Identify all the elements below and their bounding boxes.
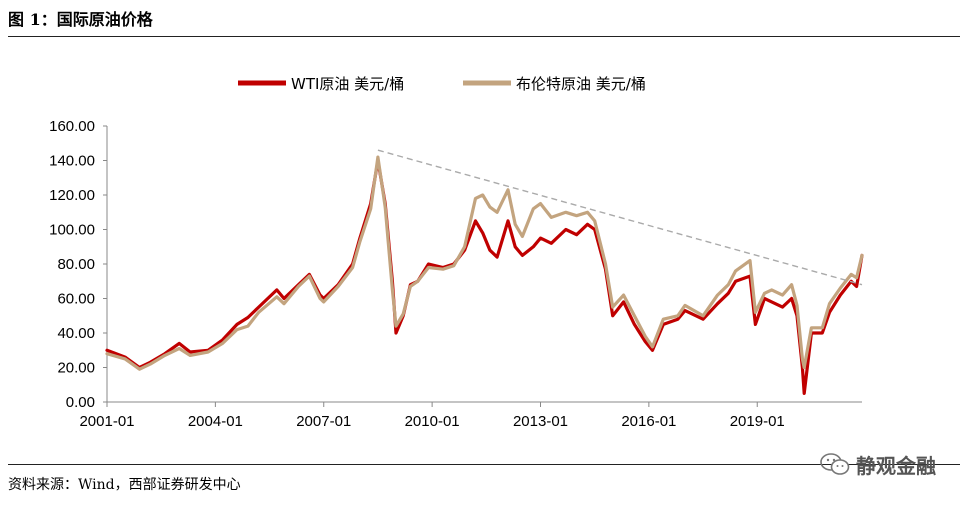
top-divider (8, 36, 960, 37)
x-tick-label: 2013-01 (513, 413, 568, 430)
x-tick-label: 2004-01 (188, 413, 243, 430)
x-tick-label: 2010-01 (405, 413, 460, 430)
x-tick-label: 2019-01 (730, 413, 785, 430)
series-line-brent (105, 155, 864, 371)
y-tick-label: 120.00 (49, 187, 95, 204)
y-tick-label: 160.00 (49, 118, 95, 135)
y-tick-label: 100.00 (49, 222, 95, 239)
x-tick-label: 2001-01 (79, 413, 134, 430)
x-tick-label: 2016-01 (621, 413, 676, 430)
y-tick-label: 20.00 (57, 360, 95, 377)
y-tick-label: 80.00 (57, 256, 95, 273)
legend-label: 布伦特原油 美元/桶 (516, 75, 646, 93)
watermark-text: 静观金融 (856, 454, 936, 478)
trend-line (377, 149, 863, 286)
y-tick-label: 60.00 (57, 291, 95, 308)
x-tick-label: 2007-01 (296, 413, 351, 430)
y-tick-label: 140.00 (49, 153, 95, 170)
legend-label: WTI原油 美元/桶 (291, 75, 404, 93)
series-line-wti (105, 158, 864, 395)
y-tick-label: 0.00 (66, 394, 95, 411)
figure-title: 图 1：国际原油价格 (8, 10, 153, 29)
bottom-divider (8, 464, 960, 465)
y-tick-label: 40.00 (57, 325, 95, 342)
wechat-icon (820, 452, 850, 478)
watermark: 静观金融 (820, 450, 936, 479)
oil-price-chart: 0.00 20.00 40.00 60.00 80.00 100.00 120.00 140.… (49, 75, 864, 430)
source-note: 资料来源：Wind，西部证券研发中心 (8, 477, 241, 493)
